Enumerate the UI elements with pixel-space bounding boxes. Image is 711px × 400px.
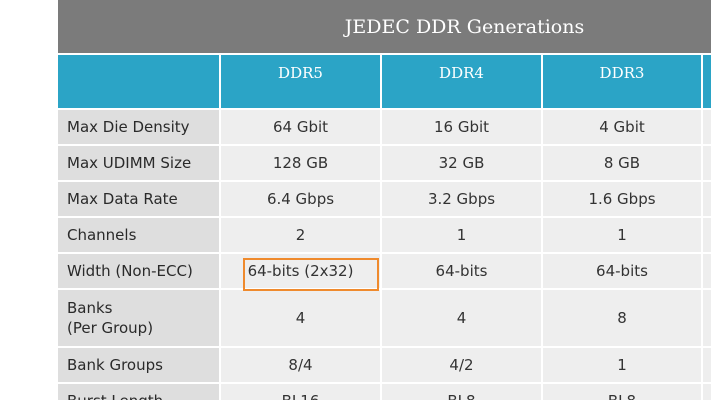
table-cell-extra — [703, 110, 711, 144]
table-title: JEDEC DDR Generations — [58, 0, 711, 53]
table-cell: 1 — [382, 218, 541, 252]
table-cell-extra — [703, 384, 711, 400]
table-cell-extra — [703, 146, 711, 180]
table-cell: 4/2 — [382, 348, 541, 382]
row-label: Burst Length — [58, 384, 219, 400]
table-cell: 16 Gbit — [382, 110, 541, 144]
table-cell: 8 GB — [543, 146, 701, 180]
row-label: Max Die Density — [58, 110, 219, 144]
table-cell: 1.6 Gbps — [543, 182, 701, 216]
row-label: Bank Groups — [58, 348, 219, 382]
table-cell: BL16 — [221, 384, 380, 400]
table-cell-extra — [703, 218, 711, 252]
row-label: Width (Non-ECC) — [58, 254, 219, 288]
table-cell: 128 GB — [221, 146, 380, 180]
table-cell: 4 Gbit — [543, 110, 701, 144]
row-label: Banks (Per Group) — [58, 290, 219, 346]
row-label: Max UDIMM Size — [58, 146, 219, 180]
table-cell: 64-bits — [543, 254, 701, 288]
table-cell: 1 — [543, 218, 701, 252]
table-cell: 2 — [221, 218, 380, 252]
highlight-box — [243, 258, 379, 291]
table-cell: 1 — [543, 348, 701, 382]
table-cell-extra — [703, 348, 711, 382]
table-cell-extra — [703, 182, 711, 216]
table-cell: 4 — [221, 290, 380, 346]
table-cell-extra — [703, 290, 711, 346]
table-cell: 4 — [382, 290, 541, 346]
table-cell: 6.4 Gbps — [221, 182, 380, 216]
header-corner — [58, 55, 219, 108]
table-cell: 64-bits — [382, 254, 541, 288]
table-cell: BL8 — [382, 384, 541, 400]
column-header: DDR3 — [543, 55, 701, 108]
table-cell: 8 — [543, 290, 701, 346]
column-header: DDR4 — [382, 55, 541, 108]
header-extra — [703, 55, 711, 108]
table-cell: BL8 — [543, 384, 701, 400]
table-cell: 3.2 Gbps — [382, 182, 541, 216]
row-label: Max Data Rate — [58, 182, 219, 216]
table-cell: 8/4 — [221, 348, 380, 382]
table-cell-extra — [703, 254, 711, 288]
table-cell: 64 Gbit — [221, 110, 380, 144]
table-cell: 32 GB — [382, 146, 541, 180]
row-label: Channels — [58, 218, 219, 252]
column-header: DDR5 — [221, 55, 380, 108]
